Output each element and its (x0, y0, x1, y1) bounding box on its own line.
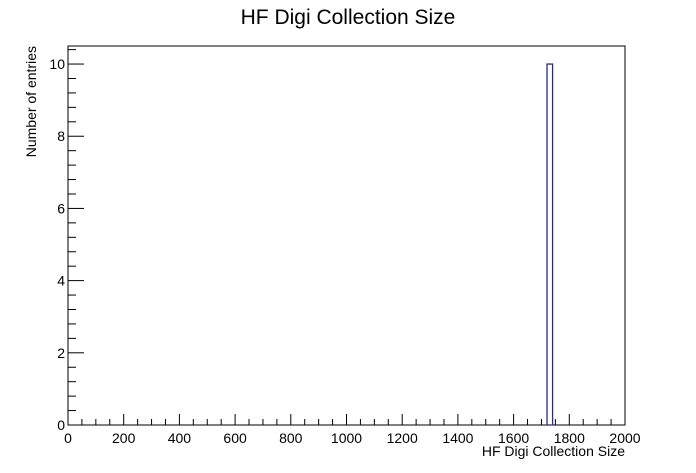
x-tick-label: 0 (64, 430, 72, 446)
x-tick-label: 1200 (387, 430, 418, 446)
x-tick-label: 800 (279, 430, 303, 446)
chart-title: HF Digi Collection Size (241, 6, 456, 29)
y-tick-label: 6 (57, 200, 65, 216)
x-tick-label: 1600 (498, 430, 529, 446)
x-tick-label: 1400 (442, 430, 473, 446)
x-tick-label: 1000 (331, 430, 362, 446)
bars-group (546, 63, 554, 426)
y-tick-label: 4 (57, 273, 65, 289)
x-tick-label: 1800 (554, 430, 585, 446)
x-tick-label: 2000 (609, 430, 640, 446)
y-tick-label: 8 (57, 128, 65, 144)
y-axis-label: Number of entries (23, 46, 39, 157)
x-tick-label: 200 (112, 430, 136, 446)
y-axis-ticks: 0 2 4 6 8 10 (49, 49, 84, 433)
x-tick-label: 600 (223, 430, 247, 446)
y-tick-label: 0 (57, 417, 65, 433)
x-axis-ticks: 0 200 400 600 800 1000 1200 1400 1600 1800 2000 (64, 414, 641, 446)
x-tick-label: 400 (168, 430, 192, 446)
histogram-bar-0 (546, 63, 554, 426)
plot-frame (67, 45, 626, 426)
y-tick-label: 10 (49, 56, 65, 72)
y-tick-label: 2 (57, 345, 65, 361)
x-axis-label: HF Digi Collection Size (482, 443, 625, 459)
